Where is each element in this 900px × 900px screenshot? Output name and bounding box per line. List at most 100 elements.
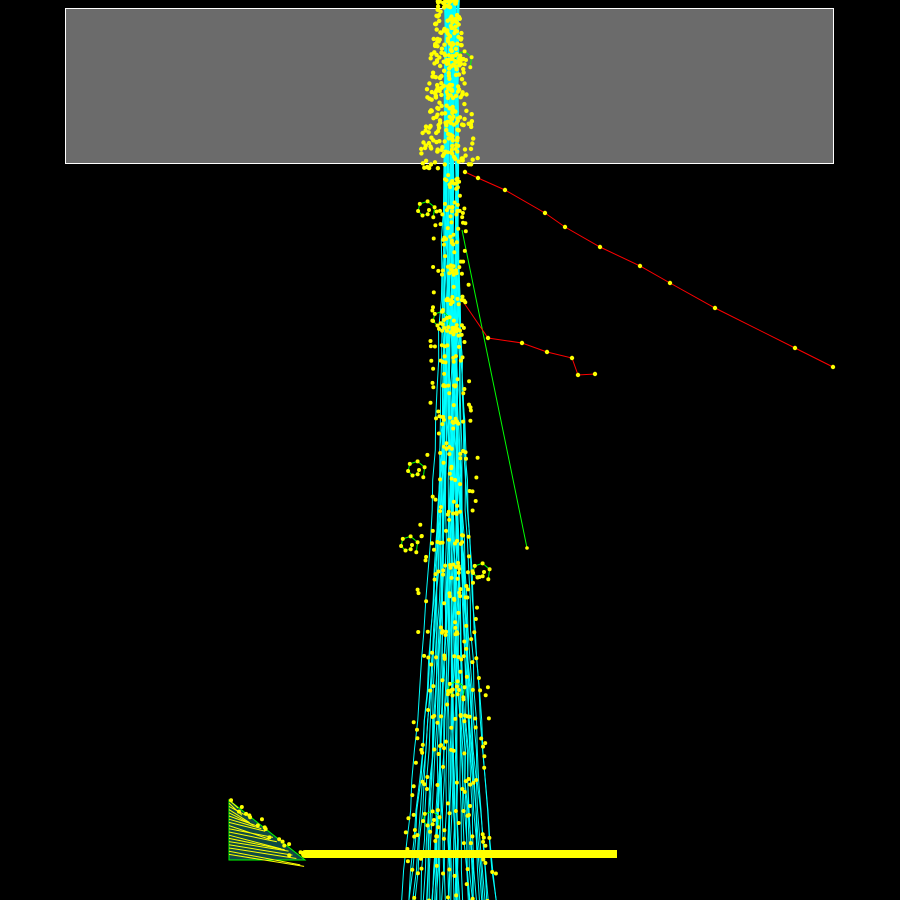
step-point xyxy=(439,630,444,635)
step-point xyxy=(468,418,473,423)
step-point xyxy=(435,720,440,725)
step-point xyxy=(425,212,430,217)
step-point xyxy=(475,175,481,181)
step-point xyxy=(458,669,463,674)
step-point xyxy=(454,177,459,182)
step-point xyxy=(444,127,449,133)
step-point xyxy=(465,867,470,872)
step-point xyxy=(430,528,435,533)
step-point xyxy=(455,296,460,301)
secondary-track xyxy=(461,229,528,549)
step-point xyxy=(455,692,460,697)
step-point xyxy=(421,140,426,145)
step-point xyxy=(438,208,442,213)
step-point xyxy=(423,124,429,129)
step-point xyxy=(442,53,448,58)
step-point xyxy=(456,22,461,27)
step-point xyxy=(457,193,462,198)
step-point xyxy=(483,693,488,698)
step-point xyxy=(440,212,445,217)
step-point xyxy=(445,38,451,44)
step-point xyxy=(430,809,435,814)
step-point xyxy=(447,452,452,457)
step-point xyxy=(407,461,412,466)
step-point xyxy=(441,415,446,419)
step-point xyxy=(425,629,430,634)
step-point xyxy=(438,625,443,630)
step-point xyxy=(481,744,485,749)
step-point xyxy=(502,187,508,193)
step-point xyxy=(435,39,440,44)
step-point xyxy=(450,104,455,110)
step-point xyxy=(470,508,475,513)
step-point xyxy=(459,533,464,538)
step-point xyxy=(473,725,478,730)
step-point xyxy=(422,653,427,658)
step-point xyxy=(440,328,445,333)
step-point xyxy=(466,554,471,559)
step-point xyxy=(450,419,455,424)
step-point xyxy=(411,784,416,789)
step-point xyxy=(422,782,427,787)
step-point xyxy=(410,543,414,547)
step-point xyxy=(462,101,467,107)
step-point xyxy=(439,46,445,51)
step-point xyxy=(437,18,442,24)
step-point xyxy=(428,108,434,113)
step-point xyxy=(464,646,469,651)
step-point xyxy=(448,263,453,268)
step-point xyxy=(441,836,446,841)
step-point xyxy=(428,344,433,349)
step-point xyxy=(444,178,449,183)
step-point xyxy=(463,713,468,718)
step-point xyxy=(487,567,492,572)
step-point xyxy=(449,121,454,126)
step-point xyxy=(434,863,439,868)
step-point xyxy=(445,150,450,155)
step-point xyxy=(453,541,458,546)
step-point xyxy=(473,499,478,503)
step-point xyxy=(446,689,451,693)
step-point xyxy=(443,632,448,637)
step-point xyxy=(411,720,416,725)
step-point xyxy=(447,811,452,816)
step-point xyxy=(435,323,440,328)
step-point xyxy=(451,272,456,277)
step-point xyxy=(415,472,420,477)
step-point xyxy=(446,53,451,58)
step-point xyxy=(456,143,461,148)
step-point xyxy=(442,653,447,658)
step-point xyxy=(461,695,466,700)
step-point xyxy=(244,811,249,816)
step-point xyxy=(456,821,461,825)
step-point xyxy=(462,751,467,756)
step-point xyxy=(468,405,473,410)
step-point xyxy=(458,482,463,487)
step-point xyxy=(267,835,272,840)
step-point xyxy=(443,201,447,206)
step-point xyxy=(263,826,268,831)
step-point xyxy=(457,265,462,270)
step-point xyxy=(463,779,468,784)
step-point xyxy=(428,144,433,149)
step-point xyxy=(455,138,460,143)
step-point xyxy=(450,0,455,3)
step-point xyxy=(424,599,429,604)
step-point xyxy=(454,893,459,898)
step-point xyxy=(425,823,430,828)
step-point xyxy=(447,681,452,686)
step-point xyxy=(418,856,423,861)
step-point xyxy=(429,135,434,140)
step-point xyxy=(259,817,264,822)
step-point xyxy=(441,5,447,10)
step-point xyxy=(440,422,445,427)
step-point xyxy=(426,165,432,171)
step-point xyxy=(445,226,450,231)
step-points xyxy=(229,0,836,900)
step-point xyxy=(453,383,458,388)
step-point xyxy=(462,81,467,86)
step-point xyxy=(428,339,433,343)
step-point xyxy=(453,477,458,482)
